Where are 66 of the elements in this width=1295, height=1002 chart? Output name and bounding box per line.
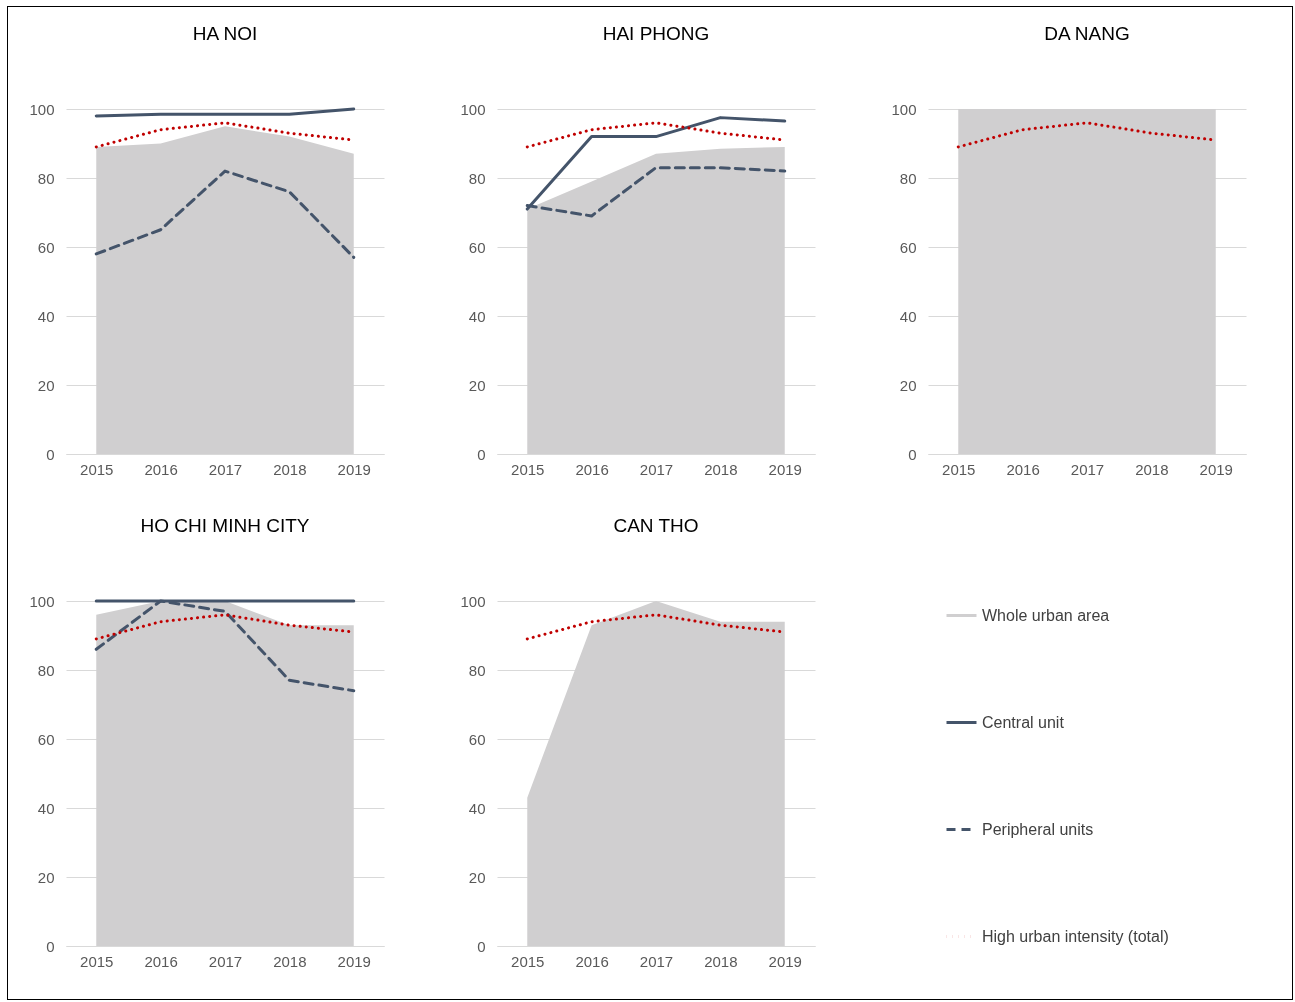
x-tick-label: 2016 xyxy=(1006,460,1040,478)
x-tick-label: 2018 xyxy=(1135,460,1169,478)
x-tick-label: 2018 xyxy=(273,460,307,478)
y-tick-label: 60 xyxy=(899,238,917,256)
chart-title: HAI PHONG xyxy=(602,23,710,44)
x-tick-label: 2015 xyxy=(80,952,114,970)
x-tick-label: 2017 xyxy=(639,952,674,970)
chart-title: HO CHI MINH CITY xyxy=(140,515,310,536)
line-series xyxy=(94,599,356,693)
x-tick-label: 2016 xyxy=(575,952,609,970)
x-tick-label: 2018 xyxy=(273,952,307,970)
x-tick-label: 2015 xyxy=(511,460,545,478)
y-tick-label: 40 xyxy=(468,307,486,325)
y-tick-label: 20 xyxy=(37,376,55,394)
y-tick-label: 100 xyxy=(29,592,55,610)
y-tick-label: 100 xyxy=(460,592,486,610)
y-tick-label: 20 xyxy=(37,868,55,886)
x-tick-label: 2016 xyxy=(575,460,609,478)
chart-title: HA NOI xyxy=(192,23,258,44)
x-tick-label: 2019 xyxy=(337,460,371,478)
y-tick-label: 40 xyxy=(37,799,55,817)
y-tick-label: 40 xyxy=(37,307,55,325)
x-tick-label: 2019 xyxy=(1199,460,1233,478)
legend-label: Central unit xyxy=(982,713,1065,731)
y-tick-label: 100 xyxy=(29,100,55,118)
y-tick-label: 60 xyxy=(468,730,486,748)
x-tick-label: 2019 xyxy=(337,952,371,970)
y-tick-label: 0 xyxy=(477,937,486,955)
x-tick-label: 2016 xyxy=(144,952,178,970)
x-tick-label: 2015 xyxy=(511,952,545,970)
y-tick-label: 40 xyxy=(899,307,917,325)
y-tick-label: 40 xyxy=(468,799,486,817)
y-tick-label: 0 xyxy=(46,937,55,955)
line-series xyxy=(94,169,356,259)
x-tick-label: 2017 xyxy=(208,952,243,970)
y-tick-label: 0 xyxy=(908,445,917,463)
legend-label: Peripheral units xyxy=(982,820,1094,838)
y-tick-label: 60 xyxy=(37,238,55,256)
y-tick-label: 80 xyxy=(37,661,55,679)
x-tick-label: 2018 xyxy=(704,952,738,970)
y-tick-label: 20 xyxy=(468,376,486,394)
x-tick-label: 2019 xyxy=(768,460,802,478)
y-tick-label: 60 xyxy=(37,730,55,748)
x-tick-label: 2017 xyxy=(1070,460,1105,478)
x-tick-label: 2018 xyxy=(704,460,738,478)
y-tick-label: 20 xyxy=(468,868,486,886)
y-tick-label: 80 xyxy=(468,661,486,679)
y-tick-label: 80 xyxy=(899,169,917,187)
x-tick-label: 2017 xyxy=(208,460,243,478)
legend-label: Whole urban area xyxy=(982,606,1110,624)
y-tick-label: 100 xyxy=(460,100,486,118)
chart-title: CAN THO xyxy=(613,515,699,536)
y-tick-label: 0 xyxy=(46,445,55,463)
y-tick-label: 60 xyxy=(468,238,486,256)
x-tick-label: 2015 xyxy=(942,460,976,478)
y-tick-label: 20 xyxy=(899,376,917,394)
legend-label: High urban intensity (total) xyxy=(982,927,1169,945)
y-tick-label: 80 xyxy=(468,169,486,187)
x-tick-label: 2019 xyxy=(768,952,802,970)
y-tick-label: 100 xyxy=(891,100,917,118)
y-tick-label: 80 xyxy=(37,169,55,187)
chart-title: DA NANG xyxy=(1044,23,1130,44)
x-tick-label: 2017 xyxy=(639,460,674,478)
y-tick-label: 0 xyxy=(477,445,486,463)
x-tick-label: 2016 xyxy=(144,460,178,478)
x-tick-label: 2015 xyxy=(80,460,114,478)
